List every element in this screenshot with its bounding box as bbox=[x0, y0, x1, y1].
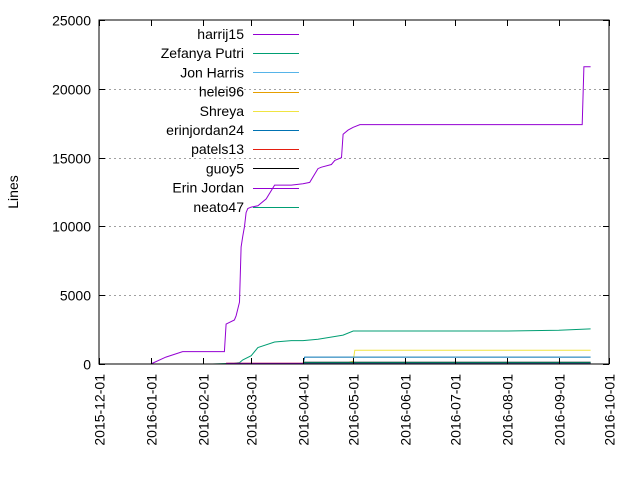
legend-label-neato47: neato47 bbox=[193, 199, 244, 215]
legend-label-shreya: Shreya bbox=[200, 103, 245, 119]
x-tick-label: 2016-10-01 bbox=[602, 374, 618, 446]
legend-label-erinjordan24: erinjordan24 bbox=[166, 122, 244, 138]
y-axis-label: Lines bbox=[5, 175, 21, 208]
x-tick-label: 2016-01-01 bbox=[144, 374, 160, 446]
x-tick-label: 2016-04-01 bbox=[296, 374, 312, 446]
x-tick-label: 2016-03-01 bbox=[244, 374, 260, 446]
series-lines bbox=[150, 66, 591, 365]
y-tick-label: 20000 bbox=[52, 82, 91, 98]
x-tick-label: 2016-02-01 bbox=[196, 374, 212, 446]
x-tick-label: 2016-07-01 bbox=[448, 374, 464, 446]
legend-label-jon-harris: Jon Harris bbox=[180, 64, 244, 80]
y-tick-label: 5000 bbox=[60, 288, 91, 304]
legend-label-harrij15: harrij15 bbox=[197, 26, 244, 42]
axes: 0 5000 10000 15000 20000 25000 2015-12-01 2016-… bbox=[52, 13, 617, 446]
series-line-harrij15 bbox=[150, 66, 591, 365]
legend: harrij15 Zefanya Putri Jon Harris helei96 Sh… bbox=[161, 26, 299, 215]
legend-label-helei96: helei96 bbox=[199, 84, 244, 100]
x-tick-label: 2016-06-01 bbox=[398, 374, 414, 446]
y-tick-label: 0 bbox=[83, 357, 91, 373]
legend-label-erin-jordan: Erin Jordan bbox=[172, 180, 244, 196]
legend-label-patels13: patels13 bbox=[191, 141, 244, 157]
x-tick-label: 2016-05-01 bbox=[346, 374, 362, 446]
legend-label-zefanya-putri: Zefanya Putri bbox=[161, 45, 244, 61]
y-tick-label: 15000 bbox=[52, 151, 91, 167]
x-tick-label: 2016-09-01 bbox=[552, 374, 568, 446]
x-tick-label: 2016-08-01 bbox=[500, 374, 516, 446]
legend-label-guoy5: guoy5 bbox=[206, 160, 244, 176]
y-tick-label: 25000 bbox=[52, 13, 91, 29]
grid bbox=[99, 89, 609, 296]
series-line-zefanya-putri bbox=[212, 328, 591, 365]
x-tick-label: 2015-12-01 bbox=[92, 374, 108, 446]
y-tick-label: 10000 bbox=[52, 219, 91, 235]
